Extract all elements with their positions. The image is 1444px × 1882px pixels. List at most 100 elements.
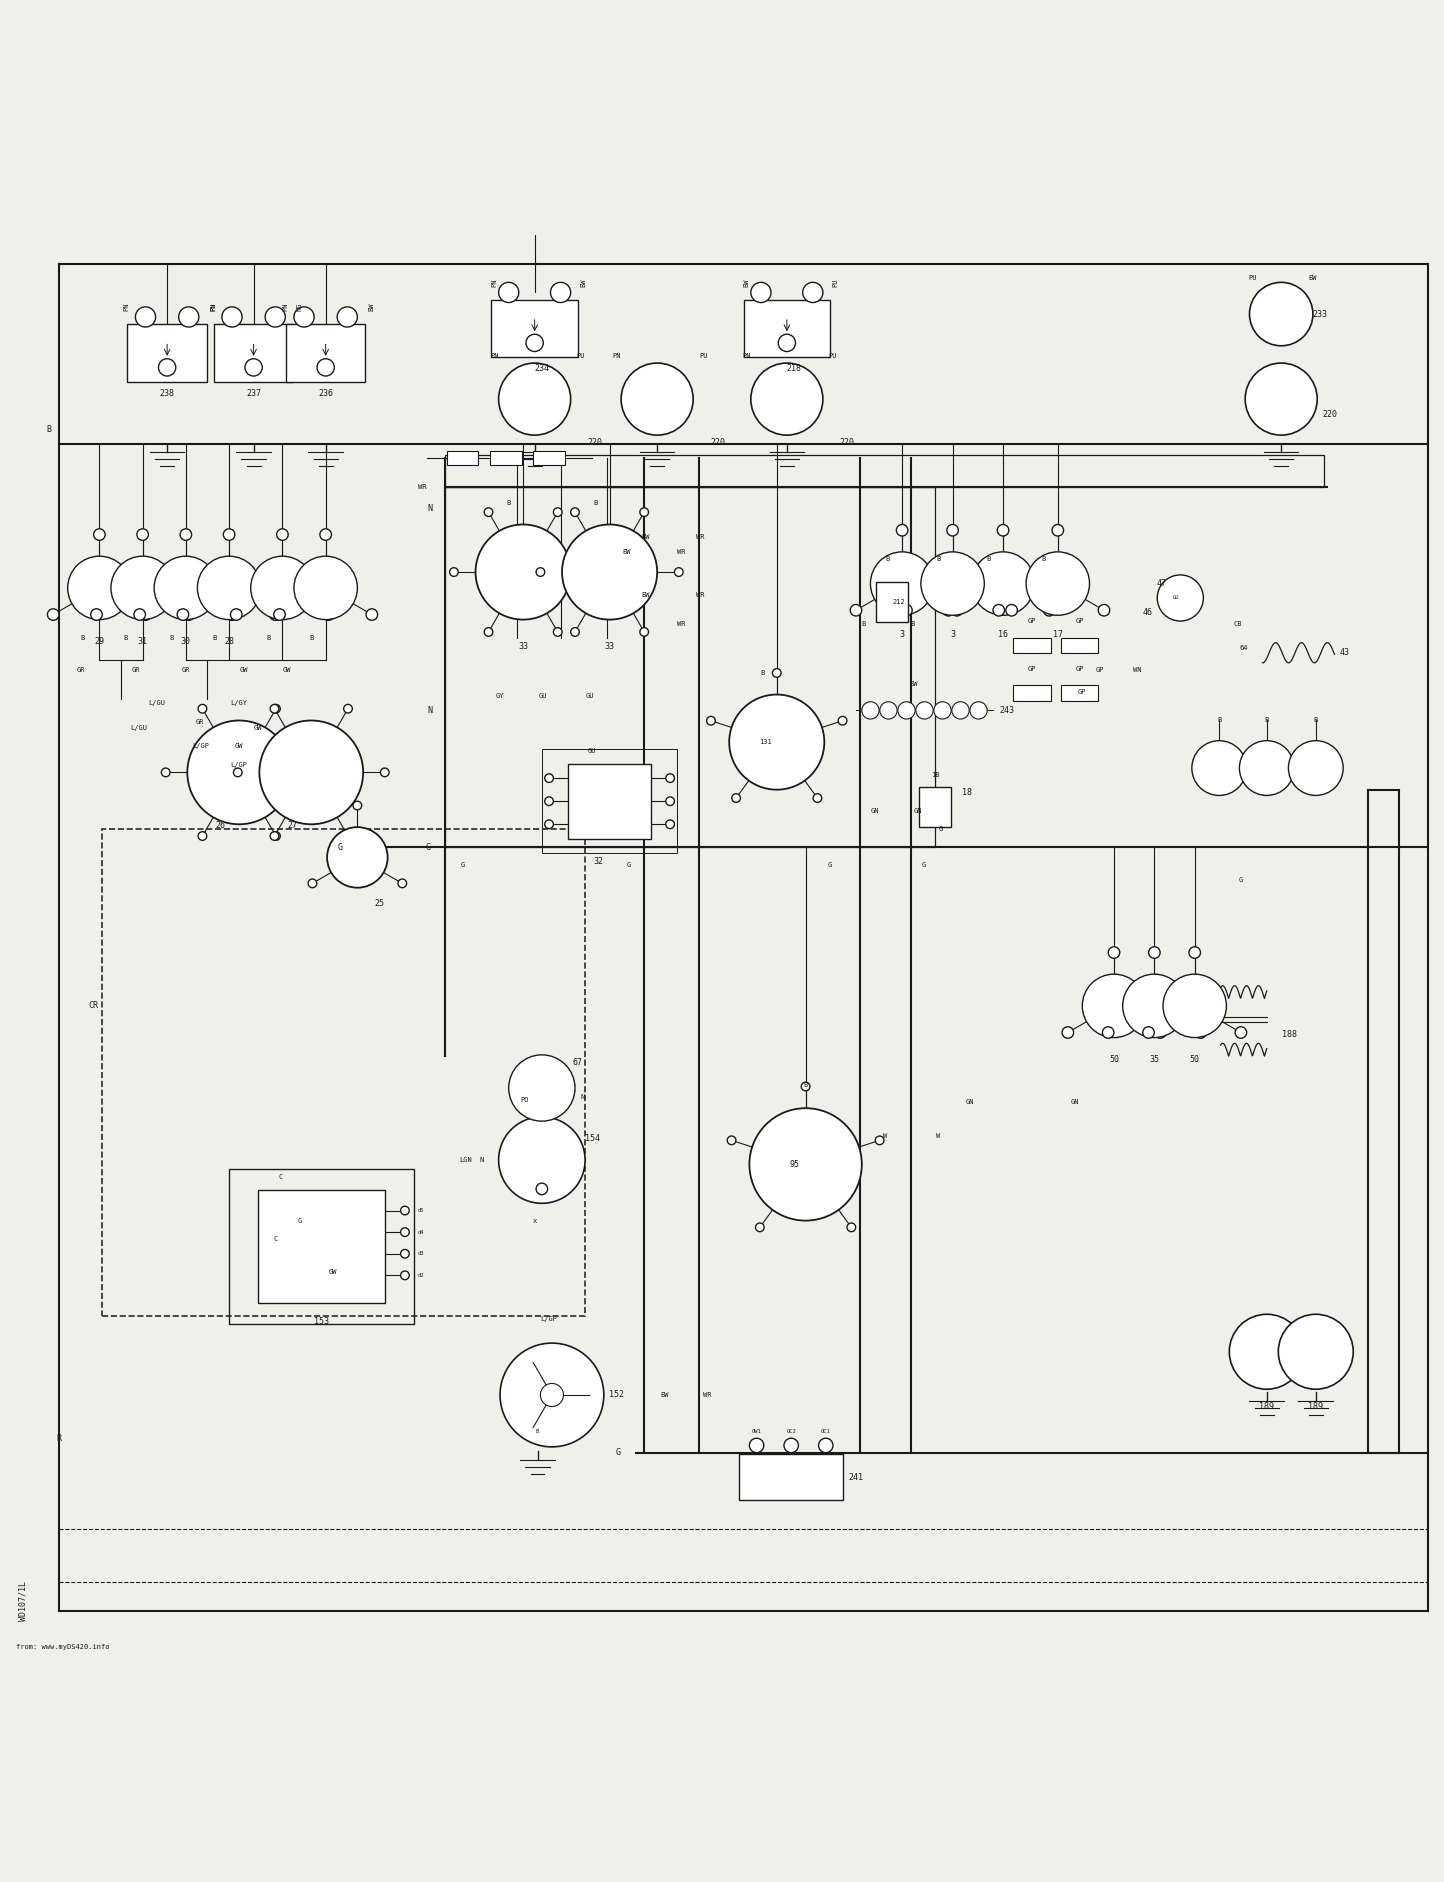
Circle shape — [484, 627, 492, 636]
Circle shape — [784, 1438, 799, 1453]
Text: B: B — [266, 636, 270, 642]
Circle shape — [1006, 604, 1018, 615]
Bar — [127, 324, 206, 382]
Bar — [1014, 638, 1051, 653]
Text: L/GU: L/GU — [130, 725, 147, 730]
Text: BW: BW — [744, 279, 749, 286]
Text: GP: GP — [1076, 666, 1083, 672]
Circle shape — [934, 702, 952, 719]
Text: x: x — [533, 1218, 537, 1223]
Text: GP: GP — [1076, 617, 1083, 625]
Text: GN: GN — [871, 807, 879, 815]
Circle shape — [536, 568, 544, 576]
Text: GW: GW — [240, 666, 248, 674]
Circle shape — [562, 525, 657, 619]
Circle shape — [198, 832, 206, 841]
Circle shape — [915, 702, 933, 719]
Circle shape — [751, 282, 771, 303]
Circle shape — [183, 608, 195, 621]
Circle shape — [732, 794, 741, 802]
Bar — [258, 1189, 384, 1302]
Text: PN: PN — [742, 352, 751, 359]
Text: 154: 154 — [585, 1135, 599, 1142]
Circle shape — [323, 608, 335, 621]
Text: 131: 131 — [760, 740, 771, 745]
Circle shape — [180, 529, 192, 540]
Text: L/GY: L/GY — [231, 700, 248, 706]
Bar — [567, 764, 651, 839]
Text: GW: GW — [283, 666, 292, 674]
Bar — [744, 299, 830, 358]
Circle shape — [271, 704, 280, 713]
Circle shape — [666, 796, 674, 805]
Bar — [446, 452, 478, 465]
Text: PU: PU — [829, 352, 838, 359]
Circle shape — [500, 1344, 604, 1447]
Text: 233: 233 — [1313, 309, 1327, 318]
Circle shape — [136, 307, 156, 327]
Text: G: G — [297, 1218, 302, 1223]
Text: PN: PN — [612, 352, 621, 359]
Text: GR: GR — [182, 666, 191, 674]
Circle shape — [1249, 282, 1313, 346]
Text: BW: BW — [641, 593, 650, 598]
Text: W: W — [936, 1133, 940, 1139]
Text: B: B — [803, 1082, 807, 1088]
Text: L/GP: L/GP — [231, 762, 248, 768]
Text: 28: 28 — [224, 636, 234, 646]
Text: GU: GU — [588, 747, 596, 755]
Text: B: B — [936, 555, 940, 563]
Circle shape — [159, 359, 176, 376]
Bar — [286, 324, 365, 382]
Text: 236: 236 — [318, 390, 334, 397]
Circle shape — [234, 768, 243, 777]
Bar — [877, 582, 908, 623]
Bar — [1061, 638, 1097, 653]
Circle shape — [1099, 604, 1110, 615]
Bar — [490, 452, 521, 465]
Text: d4: d4 — [417, 1229, 425, 1235]
Circle shape — [1278, 1314, 1353, 1389]
Text: B: B — [309, 636, 313, 642]
Circle shape — [952, 604, 963, 615]
Circle shape — [251, 557, 315, 619]
Text: WR: WR — [677, 550, 686, 555]
Text: PU: PU — [576, 352, 585, 359]
Text: G: G — [627, 862, 631, 868]
Text: 3: 3 — [950, 629, 954, 638]
Circle shape — [48, 608, 59, 621]
Text: GP: GP — [1028, 666, 1037, 672]
Text: 33: 33 — [518, 642, 529, 651]
Text: GR: GR — [77, 666, 85, 674]
Text: G: G — [338, 843, 342, 853]
Circle shape — [666, 774, 674, 783]
Circle shape — [1157, 574, 1203, 621]
Circle shape — [801, 1082, 810, 1092]
Circle shape — [498, 363, 570, 435]
Circle shape — [449, 568, 458, 576]
Bar — [1367, 790, 1399, 1453]
Text: B: B — [507, 501, 511, 506]
Circle shape — [352, 802, 361, 809]
Text: 50: 50 — [1190, 1054, 1200, 1063]
Text: B: B — [593, 501, 598, 506]
Text: B: B — [212, 636, 217, 642]
Text: GP: GP — [1028, 617, 1037, 625]
Circle shape — [344, 832, 352, 841]
Text: PU: PU — [211, 303, 217, 311]
Circle shape — [553, 508, 562, 516]
Circle shape — [640, 508, 648, 516]
Circle shape — [271, 832, 280, 841]
Text: B: B — [861, 621, 865, 627]
Text: d5: d5 — [417, 1208, 425, 1214]
Circle shape — [897, 525, 908, 536]
Circle shape — [245, 359, 263, 376]
Text: 241: 241 — [849, 1472, 864, 1481]
Text: GN: GN — [1071, 1099, 1079, 1105]
Circle shape — [188, 721, 292, 824]
Circle shape — [621, 363, 693, 435]
Text: GW: GW — [235, 743, 244, 749]
Text: R: R — [56, 1434, 62, 1443]
Circle shape — [270, 704, 279, 713]
Text: B: B — [46, 425, 52, 435]
